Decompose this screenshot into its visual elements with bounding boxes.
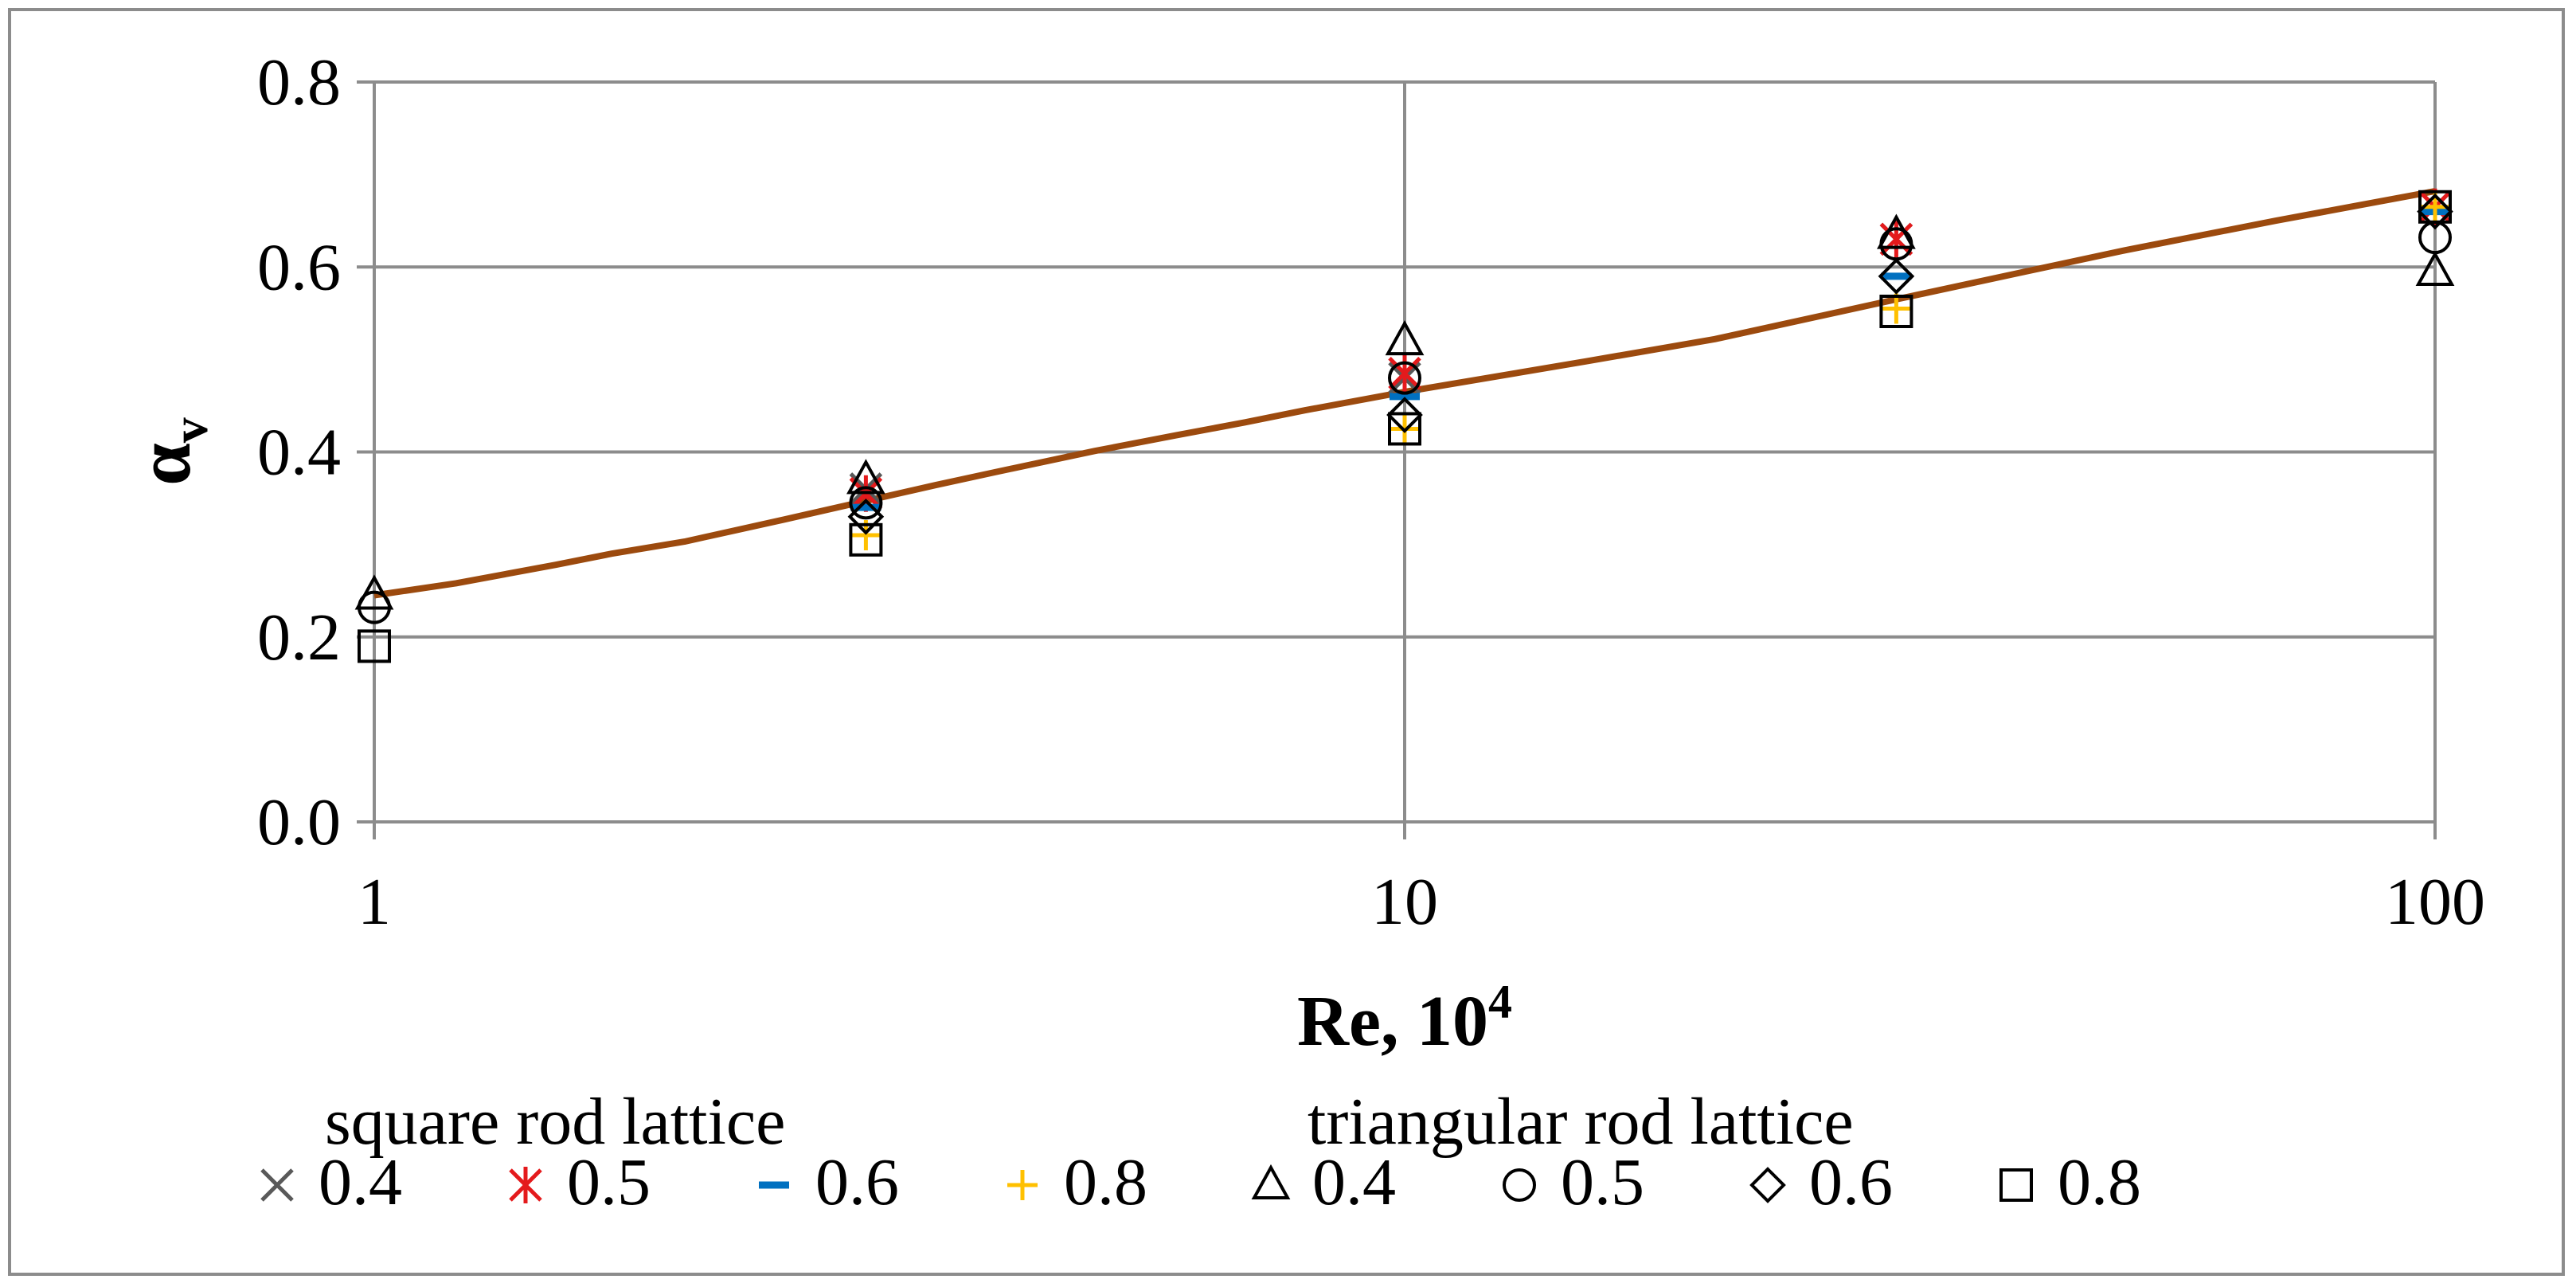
data-point xyxy=(1388,412,1421,446)
legend-marker xyxy=(260,1168,294,1202)
legend-label: 0.6 xyxy=(1809,1145,1893,1219)
data-point xyxy=(1386,397,1423,433)
y-tick-label: 0.2 xyxy=(257,600,341,675)
legend-marker xyxy=(509,1167,542,1203)
y-tick-labels: 0.0 0.2 0.4 0.6 0.8 xyxy=(257,45,341,859)
data-point xyxy=(1878,258,1915,295)
x-axis-title-main: Re, 10 xyxy=(1297,982,1488,1061)
y-tick-label: 0.8 xyxy=(257,45,341,119)
y-axis-title-subscript: v xyxy=(162,417,218,443)
legend-label: 0.8 xyxy=(1064,1145,1147,1219)
legend-label: 0.5 xyxy=(1561,1145,1644,1219)
legend-label: 0.8 xyxy=(2058,1145,2141,1219)
legend-group-title-square: square rod lattice xyxy=(325,1085,785,1159)
y-axis-title: αv xyxy=(121,417,218,486)
y-axis-title-main: α xyxy=(121,443,206,486)
legend-marker xyxy=(1007,1170,1038,1200)
legend-marker xyxy=(1503,1168,1536,1202)
data-point xyxy=(849,486,883,520)
data-point xyxy=(2417,193,2453,230)
fit-line xyxy=(373,188,2436,599)
data-point xyxy=(1879,294,1913,328)
x-tick-label: 1 xyxy=(358,865,391,939)
legend-marker xyxy=(1749,1167,1786,1203)
data-point xyxy=(1881,293,1912,324)
data-point xyxy=(2418,190,2452,224)
data-point xyxy=(1385,320,1425,356)
data-point xyxy=(358,590,391,624)
data-point xyxy=(847,498,885,535)
legend-marker xyxy=(1999,1168,2033,1202)
x-tick-label: 100 xyxy=(2385,865,2485,939)
x-axis-title: Re, 104 xyxy=(1297,976,1512,1061)
legend-label: 0.4 xyxy=(1312,1145,1396,1219)
data-point xyxy=(1879,221,1913,258)
legend: square rod lattice triangular rod lattic… xyxy=(260,1085,2141,1219)
data-point xyxy=(358,629,391,663)
data-point xyxy=(1388,361,1421,395)
x-tick-labels: 1 10 100 xyxy=(358,865,2485,939)
legend-group-title-triangular: triangular rod lattice xyxy=(1308,1085,1854,1159)
data-point xyxy=(846,459,885,495)
legend-label: 0.4 xyxy=(319,1145,402,1219)
legend-label: 0.5 xyxy=(567,1145,651,1219)
data-point xyxy=(1388,354,1421,392)
axes xyxy=(373,82,2435,823)
y-tick-label: 0.4 xyxy=(257,416,341,490)
x-axis-title-superscript: 4 xyxy=(1488,976,1512,1028)
chart-frame xyxy=(8,8,2565,1276)
gridlines xyxy=(357,80,2437,839)
data-markers xyxy=(354,188,2455,663)
y-tick-label: 0.6 xyxy=(257,230,341,304)
data-point xyxy=(849,522,883,557)
legend-label: 0.6 xyxy=(815,1145,899,1219)
legend-marker xyxy=(1251,1164,1291,1199)
fit-curve xyxy=(373,188,2436,599)
y-tick-label: 0.0 xyxy=(257,785,341,859)
data-point xyxy=(2415,250,2455,287)
x-tick-label: 10 xyxy=(1371,865,1438,939)
